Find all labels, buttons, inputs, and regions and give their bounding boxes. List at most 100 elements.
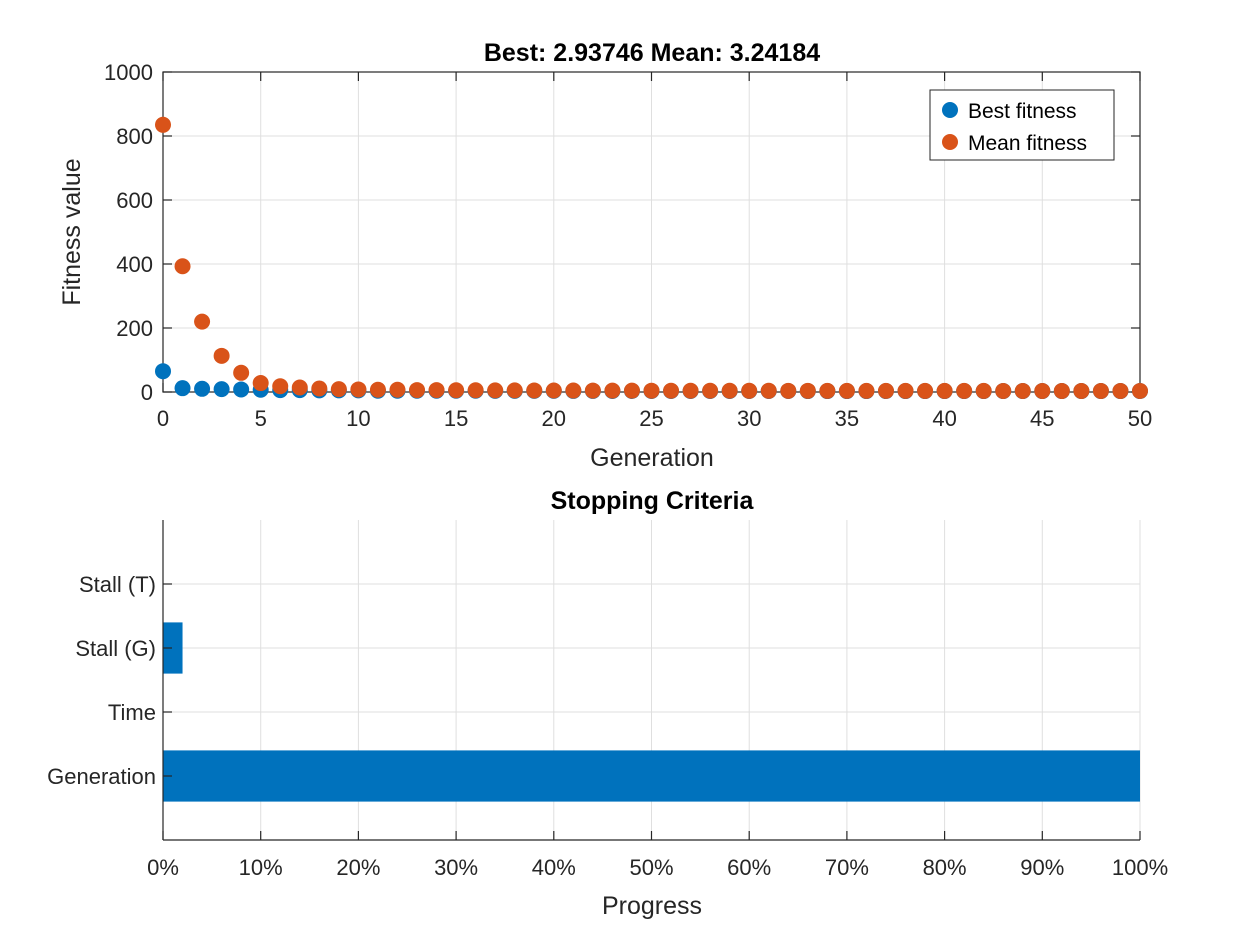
mean-fitness-point <box>311 380 328 397</box>
fitness-plot: 0 5 10 15 20 25 30 35 40 45 50 0 200 400 600 800 1000 B… <box>58 39 1152 472</box>
x-tick-label: 25 <box>639 406 663 431</box>
legend-mean-marker <box>942 134 958 150</box>
best-fitness-point <box>174 380 191 397</box>
x-tick-label: 0 <box>157 406 169 431</box>
mean-fitness-point <box>741 382 758 399</box>
best-fitness-point <box>213 381 230 398</box>
y-tick-label: 200 <box>116 316 153 341</box>
stopping-plot-category-labels: Generation Time Stall (G) Stall (T) <box>47 572 172 789</box>
mean-fitness-point <box>448 382 465 399</box>
mean-fitness-point <box>487 382 504 399</box>
mean-fitness-point <box>682 382 699 399</box>
category-label: Stall (T) <box>79 572 156 597</box>
x-tick-label: 20% <box>336 855 380 880</box>
category-label: Time <box>108 700 156 725</box>
mean-fitness-point <box>1014 382 1031 399</box>
mean-fitness-point <box>623 382 640 399</box>
mean-fitness-point <box>428 382 445 399</box>
mean-fitness-point <box>1112 382 1129 399</box>
mean-fitness-point <box>858 382 875 399</box>
mean-fitness-point <box>877 382 894 399</box>
x-tick-label: 5 <box>255 406 267 431</box>
mean-fitness-point <box>272 378 289 395</box>
mean-fitness-point <box>819 382 836 399</box>
category-label: Generation <box>47 764 156 789</box>
mean-fitness-point <box>1073 382 1090 399</box>
x-tick-label: 10 <box>346 406 370 431</box>
mean-fitness-point <box>155 116 171 133</box>
mean-fitness-point <box>721 382 738 399</box>
mean-fitness-point <box>291 379 308 396</box>
x-tick-label: 30% <box>434 855 478 880</box>
mean-fitness-point <box>565 382 582 399</box>
mean-fitness-point <box>409 382 426 399</box>
mean-fitness-point <box>584 382 601 399</box>
mean-fitness-point <box>330 381 347 398</box>
mean-fitness-point <box>663 382 680 399</box>
mean-fitness-point <box>799 382 816 399</box>
x-tick-label: 100% <box>1112 855 1168 880</box>
mean-fitness-point <box>975 382 992 399</box>
x-tick-label: 90% <box>1020 855 1064 880</box>
mean-fitness-point <box>252 375 269 392</box>
fitness-plot-x-label: Generation <box>590 444 714 472</box>
stopping-plot-x-label: Progress <box>602 892 702 920</box>
mean-fitness-point <box>369 381 386 398</box>
category-label: Stall (G) <box>75 636 156 661</box>
x-tick-label: 40% <box>532 855 576 880</box>
y-tick-label: 1000 <box>104 60 153 85</box>
legend-mean-label: Mean fitness <box>968 132 1087 155</box>
fitness-plot-y-ticks: 0 200 400 600 800 1000 <box>104 60 1140 405</box>
mean-fitness-point <box>702 382 719 399</box>
mean-fitness-point <box>604 382 621 399</box>
mean-fitness-point <box>506 382 523 399</box>
mean-fitness-point <box>1053 382 1070 399</box>
y-tick-label: 800 <box>116 124 153 149</box>
mean-fitness-point <box>526 382 543 399</box>
x-tick-label: 45 <box>1030 406 1054 431</box>
mean-fitness-point <box>1092 382 1109 399</box>
best-fitness-point <box>233 381 250 398</box>
y-tick-label: 600 <box>116 188 153 213</box>
legend-best-marker <box>942 102 958 118</box>
fitness-plot-y-label: Fitness value <box>58 158 86 305</box>
mean-fitness-point <box>956 382 973 399</box>
x-tick-label: 80% <box>923 855 967 880</box>
fitness-plot-series <box>155 116 1148 400</box>
fitness-plot-title: Best: 2.93746 Mean: 3.24184 <box>484 39 820 67</box>
mean-fitness-point <box>936 382 953 399</box>
mean-fitness-point <box>1034 382 1051 399</box>
fitness-plot-legend: Best fitness Mean fitness <box>929 89 1115 161</box>
stopping-plot-title: Stopping Criteria <box>551 487 755 515</box>
x-tick-label: 0% <box>147 855 179 880</box>
x-tick-label: 50% <box>629 855 673 880</box>
x-tick-label: 10% <box>239 855 283 880</box>
mean-fitness-point <box>389 381 406 398</box>
best-fitness-point <box>194 380 211 397</box>
mean-fitness-point <box>350 381 367 398</box>
mean-fitness-point <box>897 382 914 399</box>
y-tick-label: 0 <box>141 380 153 405</box>
progress-bar <box>163 622 183 674</box>
stopping-plot-bars <box>163 622 1140 802</box>
stopping-plot-x-ticks: 0% 10% 20% 30% 40% 50% 60% 70% 80% 90% 100% <box>147 831 1168 880</box>
x-tick-label: 30 <box>737 406 761 431</box>
mean-fitness-point <box>760 382 777 399</box>
progress-bar <box>163 750 1140 802</box>
stopping-criteria-plot: 0% 10% 20% 30% 40% 50% 60% 70% 80% 90% 100% Genera… <box>47 487 1168 920</box>
mean-fitness-point <box>467 382 484 399</box>
legend-box <box>929 89 1115 161</box>
mean-fitness-point <box>1132 382 1148 399</box>
x-tick-label: 35 <box>835 406 859 431</box>
legend-best-label: Best fitness <box>968 100 1077 123</box>
x-tick-label: 40 <box>932 406 956 431</box>
x-tick-label: 20 <box>542 406 566 431</box>
best-fitness-point <box>155 363 171 380</box>
mean-fitness-point <box>838 382 855 399</box>
mean-fitness-point <box>213 347 230 364</box>
x-tick-label: 70% <box>825 855 869 880</box>
mean-fitness-point <box>174 258 191 275</box>
mean-fitness-point <box>780 382 797 399</box>
mean-fitness-point <box>995 382 1012 399</box>
